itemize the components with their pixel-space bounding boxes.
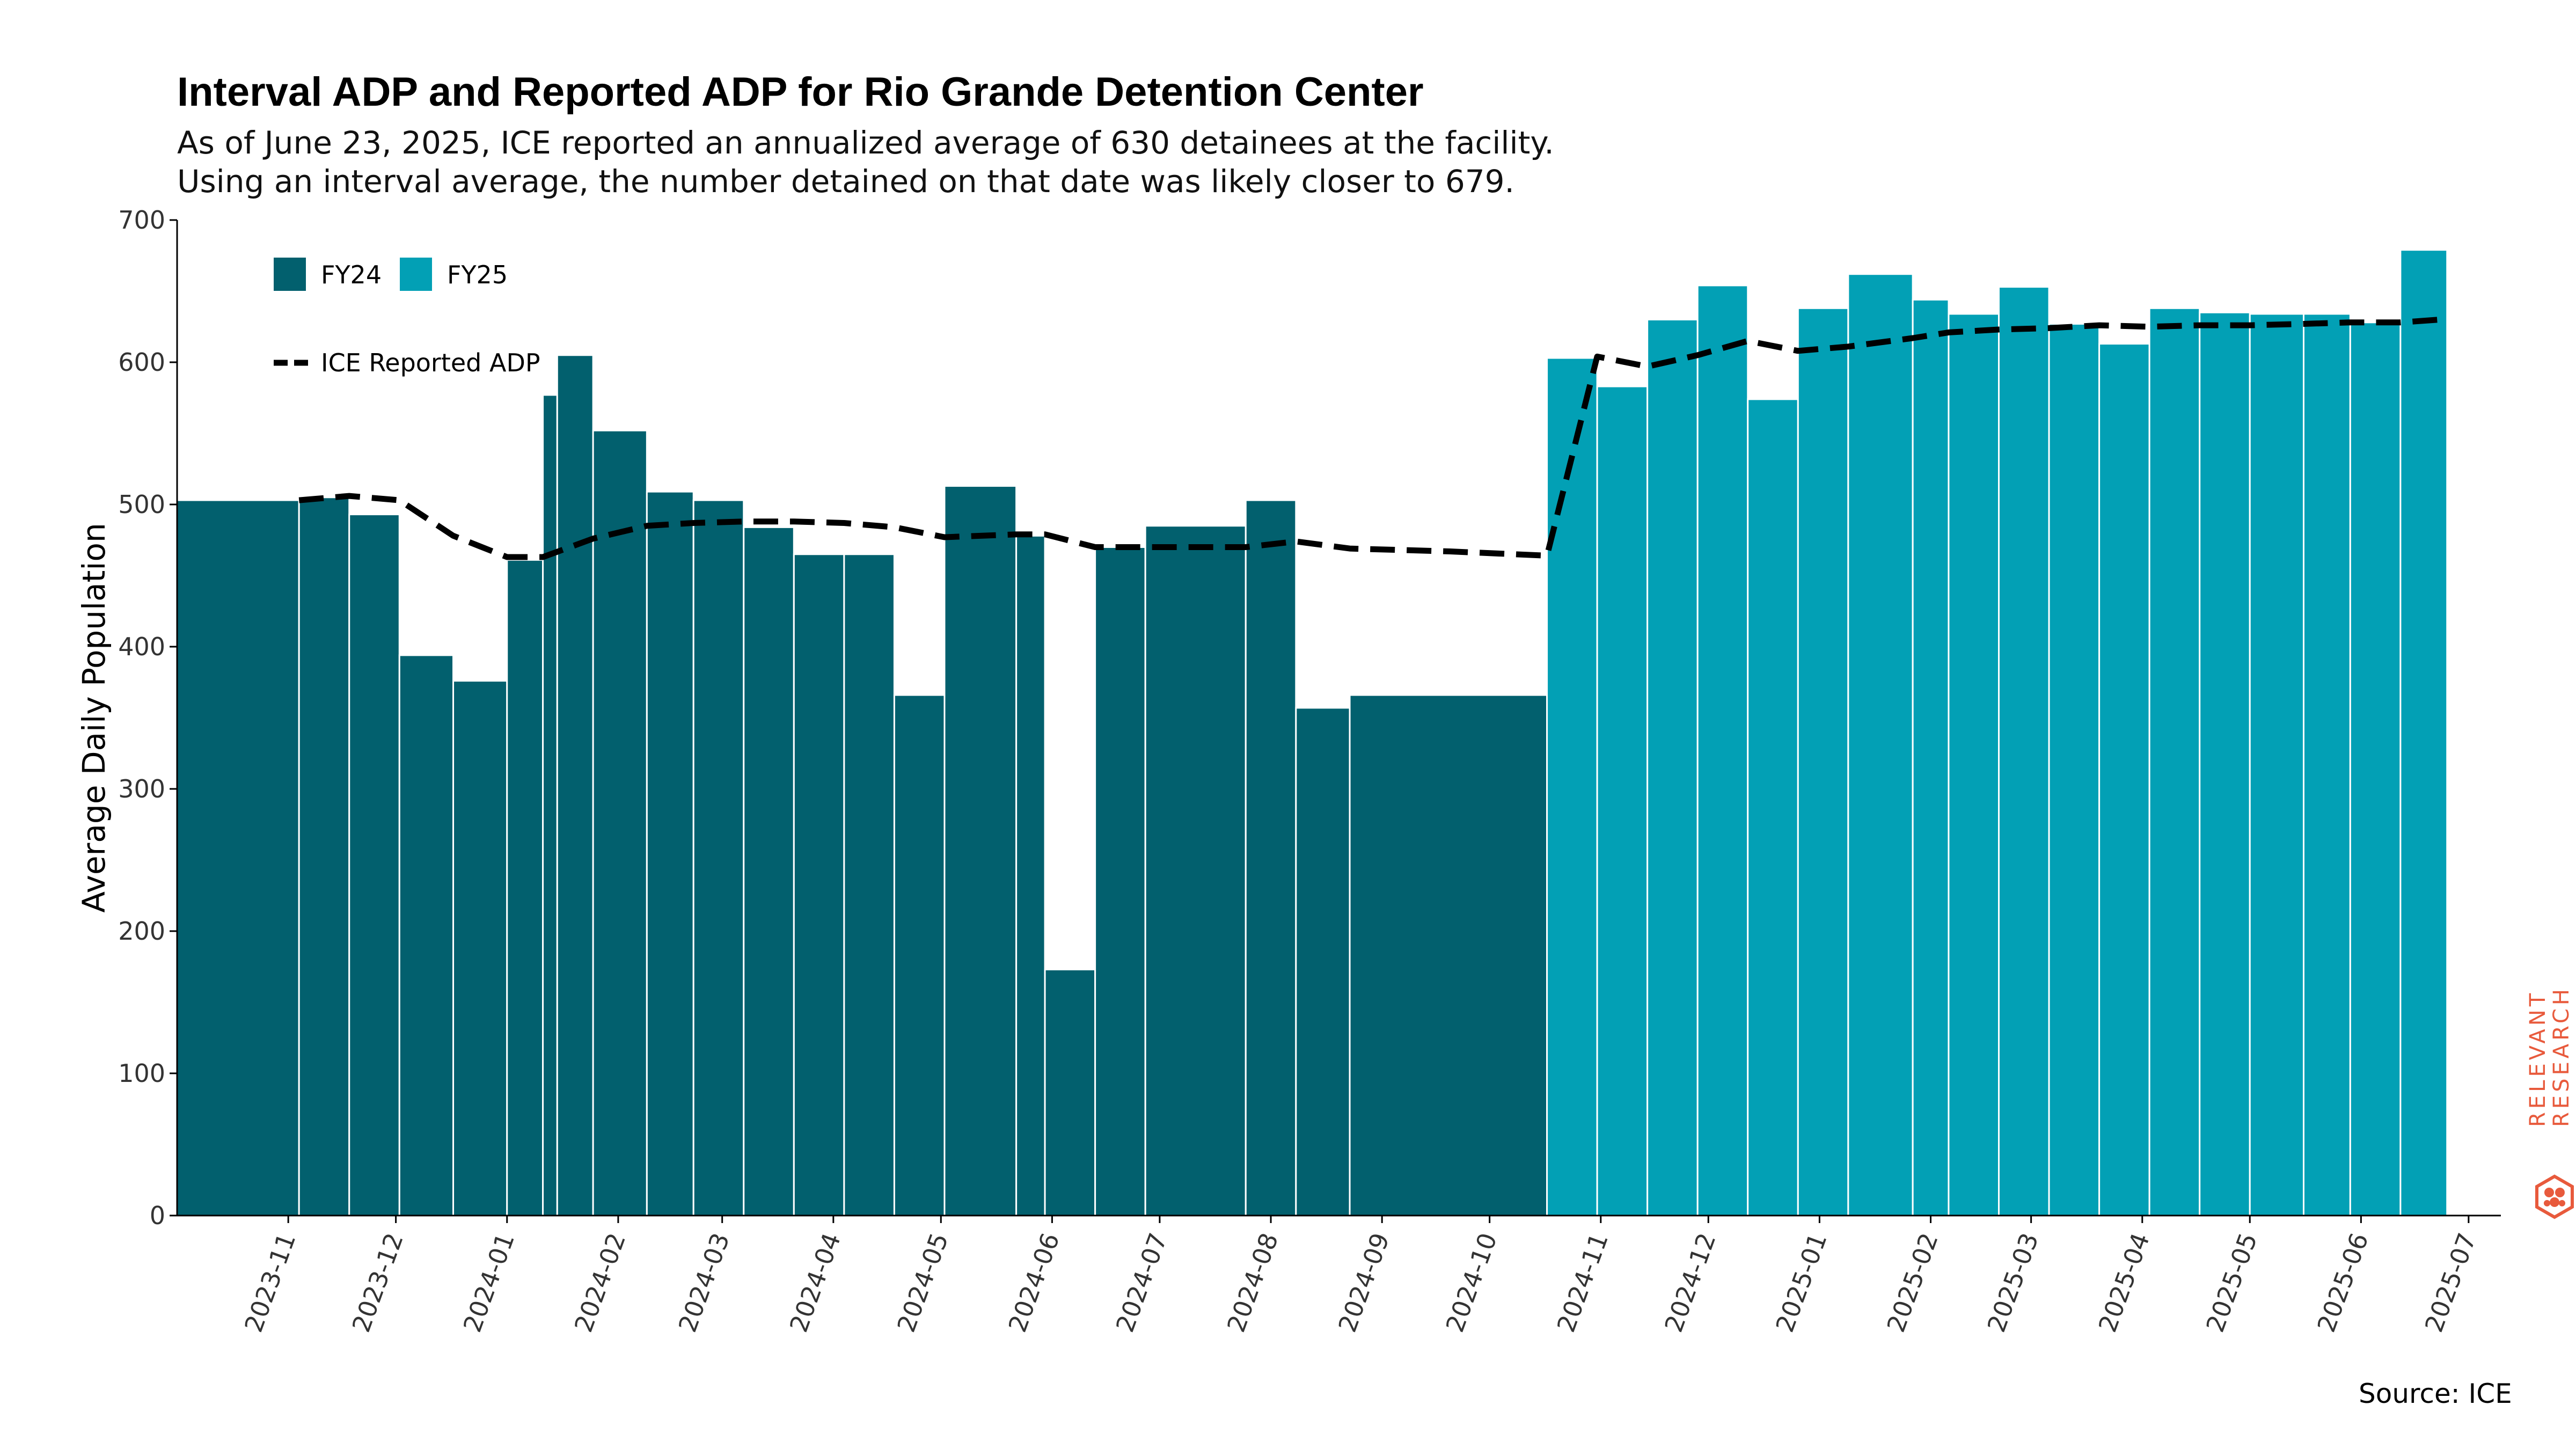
- bar-fy24-19: [1144, 525, 1247, 1217]
- x-tick-label-2024-12: 2024-12: [1659, 1229, 1721, 1336]
- bar-fy24-10: [692, 499, 745, 1217]
- legend-label-fy24: FY24: [321, 260, 382, 289]
- bar-fy25-37: [2249, 313, 2304, 1217]
- x-tick-label-2025-03: 2025-03: [1982, 1229, 2044, 1336]
- bar-fy24-22: [1349, 694, 1548, 1217]
- bar-fy25-30: [1912, 298, 1950, 1217]
- x-tick-label-2024-03: 2024-03: [673, 1229, 735, 1336]
- bar-fy25-36: [2199, 311, 2251, 1217]
- bar-fy25-39: [2349, 321, 2402, 1217]
- y-tick-label-600: 600: [118, 348, 165, 377]
- bar-fy24-3: [398, 654, 455, 1217]
- bar-fy24-12: [793, 553, 845, 1217]
- x-tick-label-2024-08: 2024-08: [1221, 1229, 1284, 1336]
- bar-fy25-31: [1948, 313, 2000, 1217]
- bar-fy24-14: [893, 694, 946, 1217]
- bar-fy24-6: [542, 394, 558, 1217]
- legend: FY24 FY25 ICE Reported ADP: [274, 258, 540, 377]
- bar-fy25-24: [1596, 385, 1649, 1217]
- legend-swatch-fy24: [274, 258, 306, 291]
- x-tick-label-2023-11: 2023-11: [239, 1229, 301, 1336]
- source-note: Source: ICE: [2359, 1378, 2512, 1409]
- bar-fy25-35: [2148, 307, 2201, 1217]
- bar-fy24-2: [348, 514, 400, 1217]
- legend-label-reported-adp: ICE Reported ADP: [321, 348, 540, 377]
- x-tick-label-2024-11: 2024-11: [1552, 1229, 1614, 1336]
- bar-fy24-4: [452, 680, 508, 1217]
- bar-fy25-26: [1696, 284, 1749, 1217]
- logo-wordmark-2: RESEARCH: [2549, 987, 2574, 1127]
- x-tick-label-2025-05: 2025-05: [2200, 1229, 2263, 1336]
- chart-title: Interval ADP and Reported ADP for Rio Gr…: [177, 69, 1424, 115]
- bar-fy24-9: [646, 491, 694, 1217]
- relevant-research-logo: RELEVANT RESEARCH: [2526, 987, 2574, 1219]
- x-tick-label-2024-05: 2024-05: [891, 1229, 954, 1336]
- bar-fy25-40: [2399, 249, 2448, 1217]
- bar-fy24-18: [1094, 546, 1146, 1217]
- x-tick-label-2025-06: 2025-06: [2311, 1229, 2374, 1336]
- legend-label-fy25: FY25: [447, 260, 508, 289]
- bar-fy24-13: [843, 553, 895, 1217]
- x-tick-label-2025-04: 2025-04: [2093, 1229, 2155, 1336]
- bar-fy25-23: [1546, 357, 1598, 1217]
- reported-adp-layer: [298, 317, 2440, 560]
- x-tick-label-2025-07: 2025-07: [2419, 1229, 2482, 1336]
- bar-fy25-27: [1747, 398, 1799, 1217]
- x-tick-label-2025-02: 2025-02: [1881, 1229, 1943, 1336]
- x-tick-label-2024-01: 2024-01: [458, 1229, 520, 1336]
- y-tick-label-400: 400: [118, 632, 165, 661]
- bar-fy25-38: [2302, 313, 2351, 1217]
- bar-fy25-34: [2098, 343, 2150, 1217]
- x-tick-label-2024-07: 2024-07: [1110, 1229, 1173, 1336]
- legend-swatch-fy25: [400, 258, 432, 291]
- bar-fy24-8: [592, 429, 648, 1217]
- logo-wordmark: RELEVANT: [2526, 990, 2550, 1127]
- x-tick-label-2024-02: 2024-02: [569, 1229, 631, 1336]
- y-tick-label-100: 100: [118, 1059, 165, 1088]
- bar-fy24-15: [943, 485, 1018, 1217]
- y-axis-label: Average Daily Population: [76, 523, 112, 913]
- bar-fy24-16: [1015, 535, 1046, 1217]
- y-tick-label-300: 300: [118, 774, 165, 803]
- bar-fy25-28: [1797, 307, 1849, 1217]
- bar-fy24-17: [1044, 969, 1096, 1217]
- bar-fy24-1: [298, 496, 350, 1217]
- bar-fy25-33: [2048, 323, 2101, 1217]
- y-tick-label-200: 200: [118, 917, 165, 946]
- reported-adp-line: [298, 317, 2440, 560]
- y-tick-label-500: 500: [118, 490, 165, 519]
- logo-hexagon-icon: [2535, 1174, 2574, 1219]
- bar-fy24-20: [1245, 499, 1297, 1217]
- y-tick-label-0: 0: [150, 1201, 165, 1230]
- x-tick-label-2024-04: 2024-04: [784, 1229, 846, 1336]
- x-tick-label-2025-01: 2025-01: [1770, 1229, 1832, 1336]
- x-tick-label-2023-12: 2023-12: [346, 1229, 408, 1336]
- bar-fy24-7: [556, 354, 594, 1217]
- x-tick-label-2024-10: 2024-10: [1440, 1229, 1503, 1336]
- y-tick-label-700: 700: [118, 206, 165, 235]
- bars-layer: [176, 249, 2448, 1217]
- bar-fy25-32: [1998, 286, 2050, 1217]
- chart-subtitle-line-1: As of June 23, 2025, ICE reported an ann…: [177, 125, 1554, 161]
- bar-fy24-21: [1295, 707, 1351, 1217]
- bar-fy25-25: [1646, 319, 1699, 1217]
- chart-subtitle-line-2: Using an interval average, the number de…: [177, 163, 1514, 200]
- x-tick-label-2024-06: 2024-06: [1002, 1229, 1065, 1336]
- bar-fy25-29: [1847, 273, 1914, 1217]
- bar-fy24-5: [506, 559, 544, 1217]
- bar-fy24-0: [176, 499, 300, 1217]
- bar-fy24-11: [743, 526, 795, 1217]
- x-tick-label-2024-09: 2024-09: [1333, 1229, 1395, 1336]
